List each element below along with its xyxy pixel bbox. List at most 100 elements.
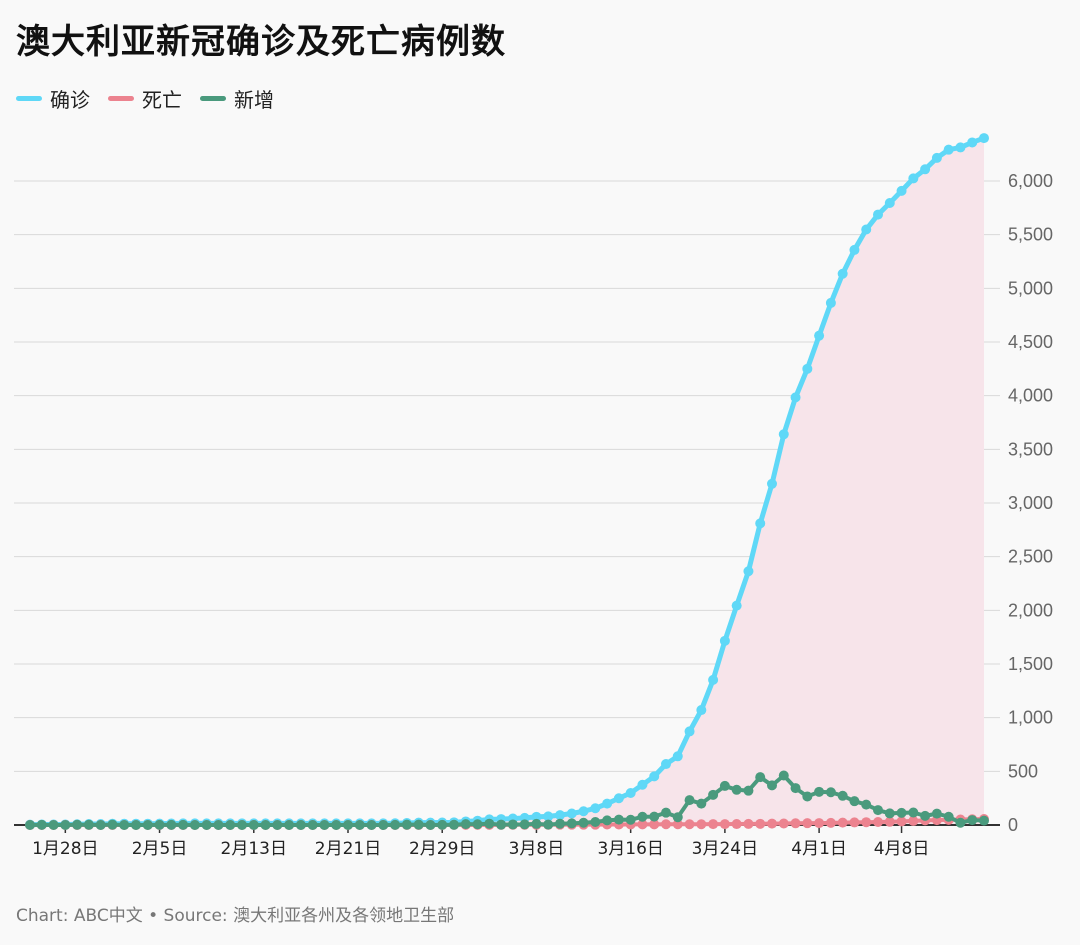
- data-point-deaths: [849, 817, 860, 828]
- data-point-new: [95, 820, 106, 830]
- legend-label-confirmed: 确诊: [50, 88, 90, 112]
- data-point-confirmed: [931, 152, 942, 163]
- data-point-deaths: [684, 819, 695, 830]
- data-point-deaths: [708, 819, 719, 830]
- data-point-new: [908, 807, 919, 818]
- data-point-confirmed: [896, 185, 907, 196]
- data-point-new: [107, 819, 118, 830]
- data-point-confirmed: [849, 244, 860, 255]
- data-point-confirmed: [555, 810, 565, 821]
- x-tick-label: 3月8日: [509, 839, 565, 859]
- data-point-new: [943, 811, 954, 822]
- x-tick-label: 4月1日: [791, 839, 847, 859]
- data-point-new: [896, 807, 907, 818]
- legend-swatch-confirmed: [16, 96, 42, 101]
- data-point-confirmed: [708, 674, 719, 685]
- data-point-new: [131, 820, 141, 830]
- data-point-confirmed: [684, 726, 695, 737]
- data-point-new: [684, 795, 695, 806]
- series-line-new: [28, 773, 986, 827]
- data-point-confirmed: [649, 771, 660, 782]
- chart-title: 澳大利亚新冠确诊及死亡病例数: [16, 22, 506, 62]
- data-point-deaths: [778, 818, 789, 829]
- legend-swatch-deaths: [108, 96, 134, 101]
- data-point-new: [213, 820, 224, 830]
- data-point-confirmed: [825, 297, 836, 308]
- data-point-new: [154, 819, 165, 830]
- data-point-new: [248, 820, 259, 830]
- data-point-new: [602, 815, 613, 826]
- data-point-new: [861, 799, 872, 810]
- data-point-new: [590, 816, 601, 827]
- data-point-new: [142, 820, 153, 830]
- data-point-new: [531, 818, 542, 829]
- data-point-new: [484, 818, 495, 829]
- data-point-confirmed: [613, 793, 624, 804]
- data-point-confirmed: [625, 788, 636, 799]
- data-point-new: [48, 820, 59, 830]
- data-point-new: [178, 819, 189, 830]
- y-tick-label: 5,500: [1008, 225, 1053, 245]
- data-point-confirmed: [873, 209, 883, 220]
- x-axis: 1月28日 2月5日 2月13日 2月21日 2月29日 3月8日 3月16日 3月24日 4月…: [32, 825, 929, 859]
- data-point-new: [672, 812, 683, 823]
- data-point-confirmed: [920, 164, 931, 175]
- data-point-confirmed: [672, 751, 683, 762]
- data-point-new: [637, 811, 648, 822]
- y-tick-label: 6,000: [1008, 171, 1053, 191]
- data-point-new: [425, 820, 436, 830]
- data-point-new: [284, 820, 295, 830]
- data-point-new: [237, 820, 247, 830]
- data-point-new: [378, 820, 389, 830]
- legend-item-new: 新增: [200, 84, 274, 113]
- data-point-new: [437, 819, 448, 830]
- data-point-confirmed: [884, 198, 895, 209]
- data-point-new: [778, 770, 789, 781]
- data-point-new: [260, 820, 271, 830]
- data-point-new: [307, 820, 318, 830]
- data-point-confirmed: [955, 142, 966, 153]
- y-tick-label: 500: [1008, 761, 1038, 781]
- data-point-new: [25, 820, 35, 830]
- data-point-new: [519, 819, 530, 830]
- data-point-new: [543, 819, 554, 830]
- data-point-confirmed: [531, 811, 542, 822]
- data-point-new: [60, 820, 71, 830]
- y-tick-label: 5,000: [1008, 278, 1053, 298]
- data-point-new: [272, 820, 283, 830]
- data-point-new: [802, 791, 813, 802]
- y-tick-label: 0: [1008, 815, 1018, 835]
- data-point-new: [449, 819, 459, 830]
- legend-item-confirmed: 确诊: [16, 84, 90, 113]
- data-point-confirmed: [802, 363, 813, 374]
- data-point-new: [625, 814, 636, 825]
- data-point-confirmed: [590, 803, 601, 814]
- data-point-deaths: [802, 818, 813, 829]
- data-point-new: [555, 818, 565, 829]
- data-point-new: [72, 819, 83, 830]
- data-point-new: [401, 819, 412, 830]
- data-point-new: [755, 772, 766, 783]
- data-point-confirmed: [731, 600, 742, 611]
- data-point-new: [696, 798, 707, 809]
- data-point-new: [920, 810, 931, 821]
- data-point-new: [36, 819, 47, 830]
- data-point-confirmed: [861, 224, 872, 235]
- data-point-new: [825, 787, 836, 798]
- data-point-new: [578, 817, 589, 828]
- x-tick-label: 3月24日: [692, 839, 758, 859]
- data-point-new: [767, 780, 777, 791]
- data-point-new: [166, 819, 177, 830]
- data-point-deaths: [755, 818, 766, 829]
- data-point-deaths: [672, 819, 683, 830]
- data-point-confirmed: [719, 635, 730, 646]
- y-tick-label: 3,500: [1008, 439, 1053, 459]
- y-tick-label: 1,500: [1008, 654, 1053, 674]
- data-point-new: [413, 819, 424, 830]
- data-point-confirmed: [814, 330, 825, 341]
- data-point-new: [743, 785, 754, 796]
- data-point-deaths: [908, 815, 919, 826]
- data-point-deaths: [790, 818, 801, 829]
- data-point-new: [931, 808, 942, 819]
- data-point-confirmed: [755, 518, 766, 529]
